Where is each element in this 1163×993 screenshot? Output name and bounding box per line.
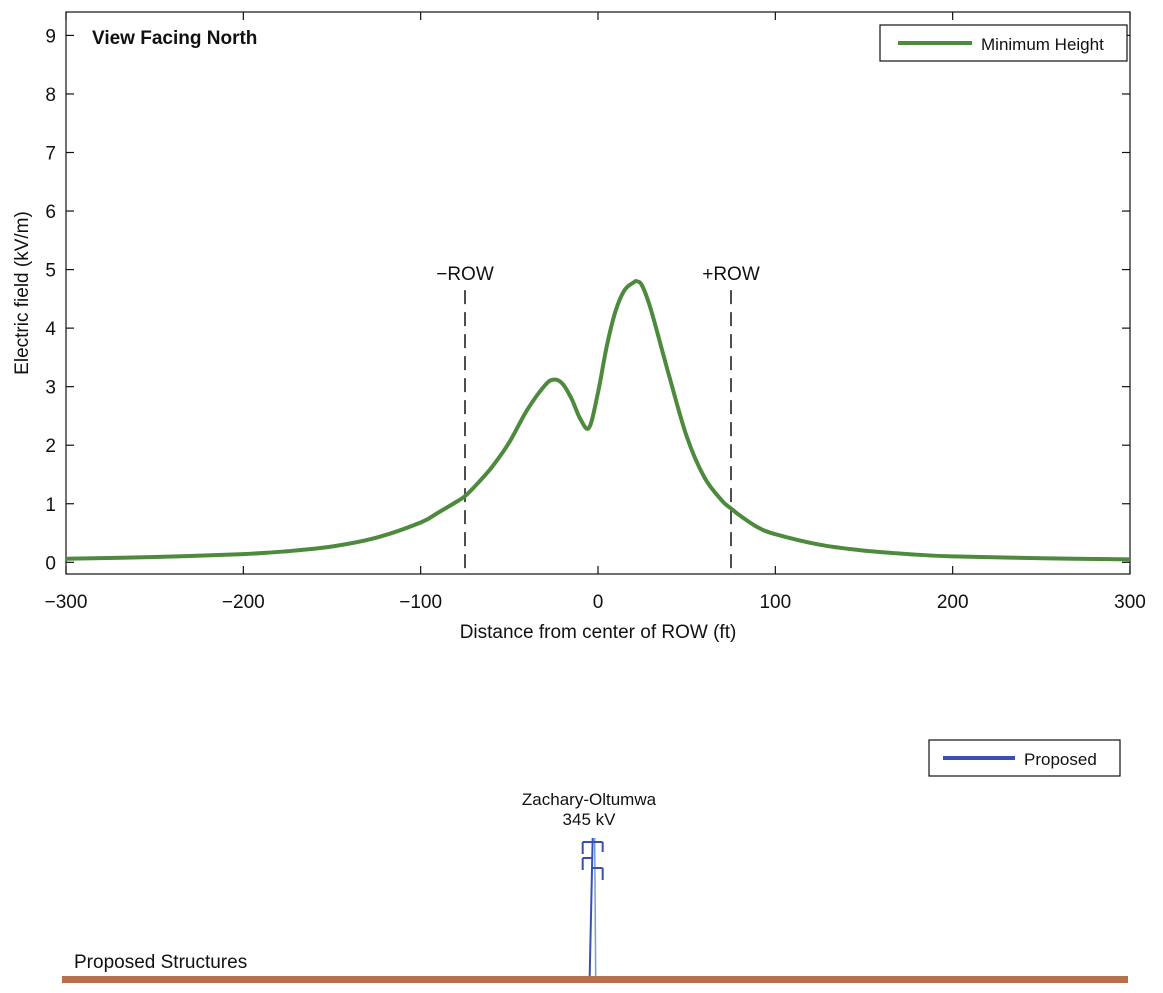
row-markers: −ROW +ROW [436,264,760,574]
structure-label-line1: Zachary-Oltumwa [522,790,657,809]
y-axis-label: Electric field (kV/m) [12,211,33,375]
legend-top: Minimum Height [879,24,1128,62]
y-tick-label: 2 [45,436,56,457]
y-tick-label: 7 [45,144,56,165]
structure-label-line2: 345 kV [563,810,617,829]
row-marker-label: +ROW [702,264,760,285]
legend-label-proposed: Proposed [1024,750,1097,769]
x-tick-label: −200 [222,592,265,613]
x-tick-label: −300 [45,592,88,613]
plot-frame [65,11,1131,575]
ground-label: Proposed Structures [74,952,247,973]
legend-bottom: Proposed [928,739,1121,777]
legend-box [879,24,1128,62]
x-tick-label: 100 [759,592,791,613]
legend-label-minimum-height: Minimum Height [981,35,1104,54]
x-tick-label: −100 [399,592,442,613]
electric-field-plot: −300 −200 −100 0 100 200 300 0 1 2 3 4 5 6 7 8 9 −ROW +R… [12,11,1146,643]
y-axis-ticks: 0 1 2 3 4 5 6 7 8 9 [45,26,1130,574]
row-marker-label: −ROW [436,264,494,285]
y-tick-label: 5 [45,261,56,282]
ground-line [62,976,1128,983]
y-tick-label: 6 [45,202,56,223]
x-tick-label: 300 [1114,592,1146,613]
y-tick-label: 1 [45,495,56,516]
x-axis-label: Distance from center of ROW (ft) [460,622,737,643]
y-tick-label: 0 [45,553,56,574]
x-tick-label: 0 [593,592,604,613]
series-line-minimum-height [65,279,1131,562]
tower-pole [588,837,594,977]
structures-diagram: Proposed Zachary-Oltumwa 345 kV Proposed… [62,739,1128,983]
tower-pole-highlight [593,837,597,977]
x-tick-label: 200 [937,592,969,613]
x-axis-ticks: −300 −200 −100 0 100 200 300 [45,12,1146,613]
y-tick-label: 3 [45,378,56,399]
chart-title: View Facing North [92,28,257,49]
y-tick-label: 9 [45,26,56,47]
y-tick-label: 8 [45,85,56,106]
transmission-tower [581,837,604,977]
y-tick-label: 4 [45,319,56,340]
